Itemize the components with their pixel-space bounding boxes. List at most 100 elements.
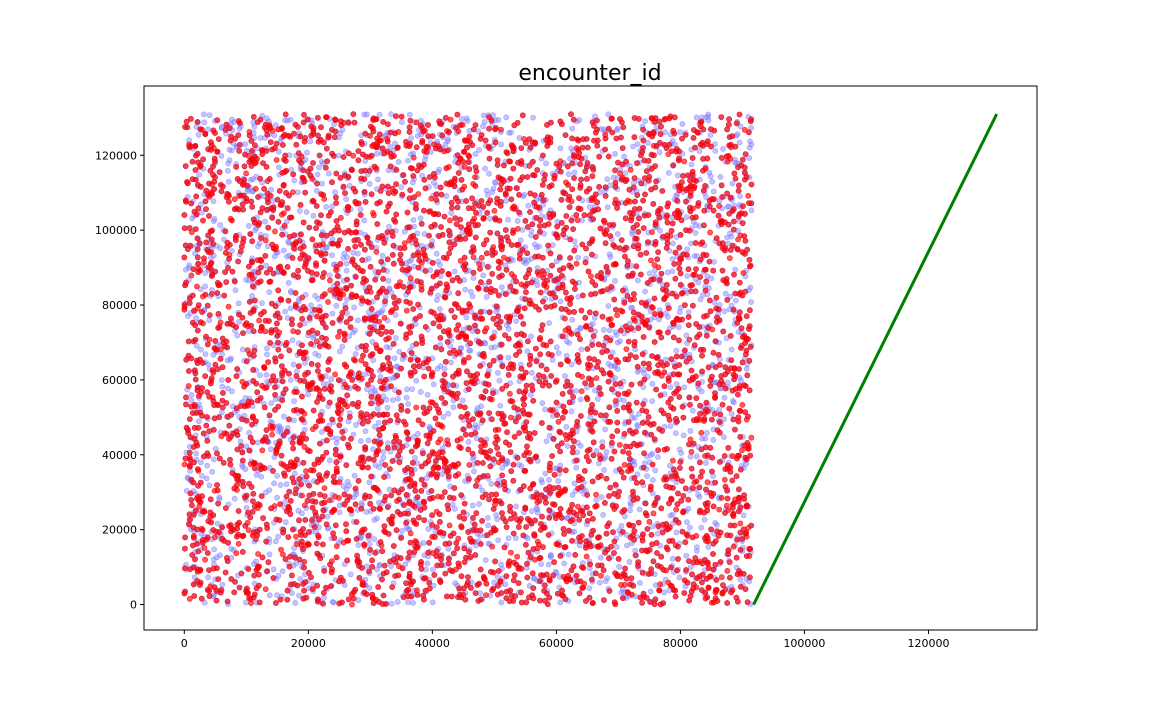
- scatter-point: [195, 131, 202, 138]
- scatter-point: [733, 297, 739, 304]
- scatter-point: [204, 462, 211, 469]
- scatter-point: [505, 535, 512, 542]
- scatter-point: [673, 529, 680, 536]
- scatter-point: [685, 309, 692, 315]
- scatter-point: [188, 391, 195, 398]
- scatter-point: [289, 337, 296, 344]
- scatter-point: [630, 143, 637, 150]
- scatter-point: [435, 258, 442, 265]
- scatter-point: [218, 152, 225, 159]
- scatter-point: [304, 149, 310, 156]
- scatter-point: [329, 252, 335, 258]
- scatter-point: [687, 427, 694, 434]
- scatter-point: [738, 377, 744, 384]
- scatter-point: [597, 554, 604, 561]
- scatter-point: [410, 433, 417, 440]
- scatter-point: [217, 552, 223, 559]
- scatter-point: [519, 226, 526, 233]
- scatter-point: [386, 223, 392, 230]
- scatter-point: [290, 361, 297, 368]
- scatter-point: [698, 524, 705, 531]
- scatter-point: [291, 177, 298, 184]
- chart-title: encounter_id: [518, 61, 661, 86]
- scatter-point: [498, 141, 504, 148]
- scatter-point: [614, 231, 621, 237]
- scatter-point: [498, 561, 504, 568]
- scatter-point: [724, 234, 730, 241]
- scatter-point: [277, 482, 284, 488]
- scatter-point: [228, 248, 235, 254]
- scatter-point: [462, 286, 469, 293]
- scatter-point: [198, 472, 205, 479]
- scatter-point: [677, 304, 684, 311]
- scatter-point: [616, 563, 623, 570]
- scatter-point: [201, 599, 208, 606]
- scatter-point: [450, 404, 457, 411]
- scatter-point: [692, 230, 699, 236]
- scatter-point: [536, 243, 542, 250]
- scatter-point: [326, 272, 333, 279]
- scatter-point: [343, 296, 350, 303]
- scatter-point: [589, 320, 596, 327]
- scatter-point: [386, 486, 393, 493]
- scatter-point: [206, 112, 213, 119]
- scatter-point: [605, 303, 612, 309]
- scatter-point: [417, 388, 424, 395]
- scatter-point: [474, 405, 481, 411]
- scatter-point: [264, 351, 270, 358]
- scatter-point: [266, 289, 273, 295]
- scatter-point: [213, 554, 220, 561]
- scatter-point: [476, 501, 482, 507]
- scatter-point: [506, 129, 512, 136]
- scatter-point: [743, 365, 750, 372]
- scatter-point: [575, 254, 581, 261]
- scatter-point: [263, 262, 269, 269]
- scatter-point: [361, 217, 368, 224]
- scatter-point: [255, 243, 261, 250]
- scatter-point: [228, 388, 235, 395]
- scatter-point: [483, 187, 490, 194]
- scatter-point: [411, 454, 418, 461]
- scatter-point: [202, 283, 209, 290]
- scatter-point: [210, 351, 217, 358]
- scatter-point: [748, 299, 754, 305]
- scatter-point: [665, 169, 672, 176]
- scatter-point: [312, 350, 319, 357]
- scatter-point: [702, 460, 709, 466]
- scatter-point: [472, 151, 479, 157]
- scatter-point: [405, 599, 411, 606]
- scatter-point: [210, 456, 217, 463]
- scatter-point: [197, 459, 204, 466]
- scatter-point: [710, 436, 717, 443]
- scatter-point: [577, 325, 584, 332]
- scatter-point: [257, 372, 263, 379]
- scatter-point: [391, 355, 398, 362]
- scatter-point: [282, 519, 289, 526]
- scatter-point: [191, 574, 198, 580]
- scatter-point: [546, 432, 553, 439]
- scatter-point: [246, 429, 252, 436]
- scatter-point: [721, 394, 728, 401]
- scatter-point: [275, 148, 282, 155]
- scatter-point: [297, 576, 304, 582]
- scatter-point: [655, 454, 661, 460]
- scatter-point: [486, 170, 492, 177]
- scatter-point: [433, 297, 440, 303]
- scatter-point: [355, 542, 362, 548]
- scatter-point: [618, 589, 625, 596]
- scatter-point: [488, 344, 495, 351]
- scatter-point: [282, 499, 288, 505]
- scatter-point: [406, 111, 413, 118]
- scatter-point: [388, 563, 394, 569]
- scatter-point: [498, 599, 505, 606]
- scatter-point: [674, 172, 681, 179]
- scatter-point: [553, 344, 560, 351]
- scatter-point: [627, 507, 633, 514]
- scatter-point: [557, 599, 564, 606]
- scatter-point: [211, 215, 218, 222]
- scatter-point: [612, 277, 618, 284]
- scatter-point: [188, 397, 195, 404]
- scatter-point: [236, 318, 242, 325]
- scatter-point: [218, 377, 225, 383]
- scatter-point: [717, 173, 724, 180]
